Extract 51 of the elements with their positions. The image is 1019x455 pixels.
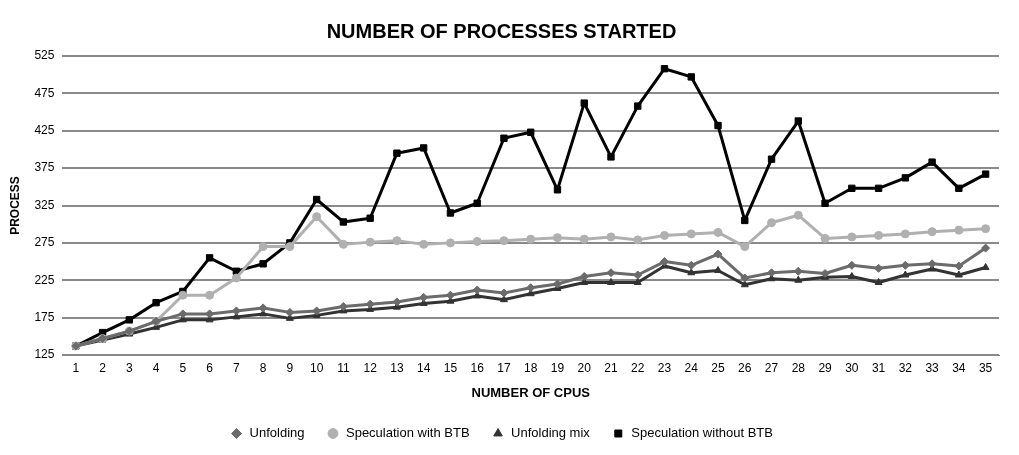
x-tick-label: 16	[470, 360, 485, 375]
x-tick-label: 4	[152, 360, 160, 375]
x-tick-label: 35	[978, 360, 993, 375]
x-tick-label: 2	[99, 360, 107, 375]
x-tick-label: 33	[925, 360, 940, 375]
legend-label: Speculation without BTB	[631, 425, 773, 441]
x-tick-label: 32	[898, 360, 913, 375]
x-tick-label: 15	[443, 360, 458, 375]
y-tick-label: 275	[34, 235, 55, 250]
x-tick-label: 14	[416, 360, 431, 375]
y-tick-label: 375	[34, 160, 55, 175]
y-tick-label: 525	[34, 48, 55, 63]
chart-title: NUMBER OF PROCESSES STARTED	[326, 19, 677, 42]
x-tick-label: 3	[125, 360, 133, 375]
y-tick-label: 325	[34, 197, 55, 212]
x-tick-label: 27	[764, 360, 779, 375]
x-tick-label: 9	[286, 360, 294, 375]
x-axis-title: NUMBER OF CPUS	[471, 384, 591, 400]
x-tick-label: 12	[363, 360, 378, 375]
legend-label: Speculation with BTB	[345, 425, 470, 441]
x-tick-label: 10	[309, 360, 324, 375]
x-tick-label: 26	[738, 360, 752, 375]
x-tick-label: 24	[684, 360, 699, 375]
y-tick-label: 225	[34, 272, 55, 287]
x-tick-label: 11	[337, 360, 350, 375]
x-tick-label: 20	[577, 360, 592, 375]
y-tick-label: 175	[34, 309, 55, 324]
y-tick-label: 125	[34, 347, 55, 362]
x-tick-label: 19	[550, 360, 565, 375]
x-tick-label: 22	[631, 360, 645, 375]
x-tick-label: 23	[657, 360, 672, 375]
legend-label: Unfolding	[249, 425, 305, 441]
x-tick-label: 5	[179, 360, 187, 375]
y-tick-label: 475	[34, 85, 55, 100]
y-axis-title: PROCESS	[7, 176, 22, 235]
x-tick-label: 34	[952, 360, 966, 375]
x-tick-label: 8	[259, 360, 267, 375]
x-tick-label: 25	[711, 360, 726, 375]
x-tick-label: 28	[791, 360, 806, 375]
x-tick-label: 29	[818, 360, 833, 375]
x-tick-label: 18	[524, 360, 538, 375]
x-tick-label: 30	[845, 360, 859, 375]
y-tick-label: 425	[34, 123, 55, 138]
x-tick-label: 6	[206, 360, 214, 375]
x-tick-label: 21	[604, 360, 618, 375]
x-tick-label: 1	[72, 360, 80, 375]
x-tick-label: 13	[390, 360, 404, 375]
x-tick-label: 7	[233, 360, 241, 375]
x-tick-label: 17	[497, 360, 511, 375]
legend-label: Unfolding mix	[511, 425, 591, 441]
x-tick-label: 31	[871, 360, 886, 375]
